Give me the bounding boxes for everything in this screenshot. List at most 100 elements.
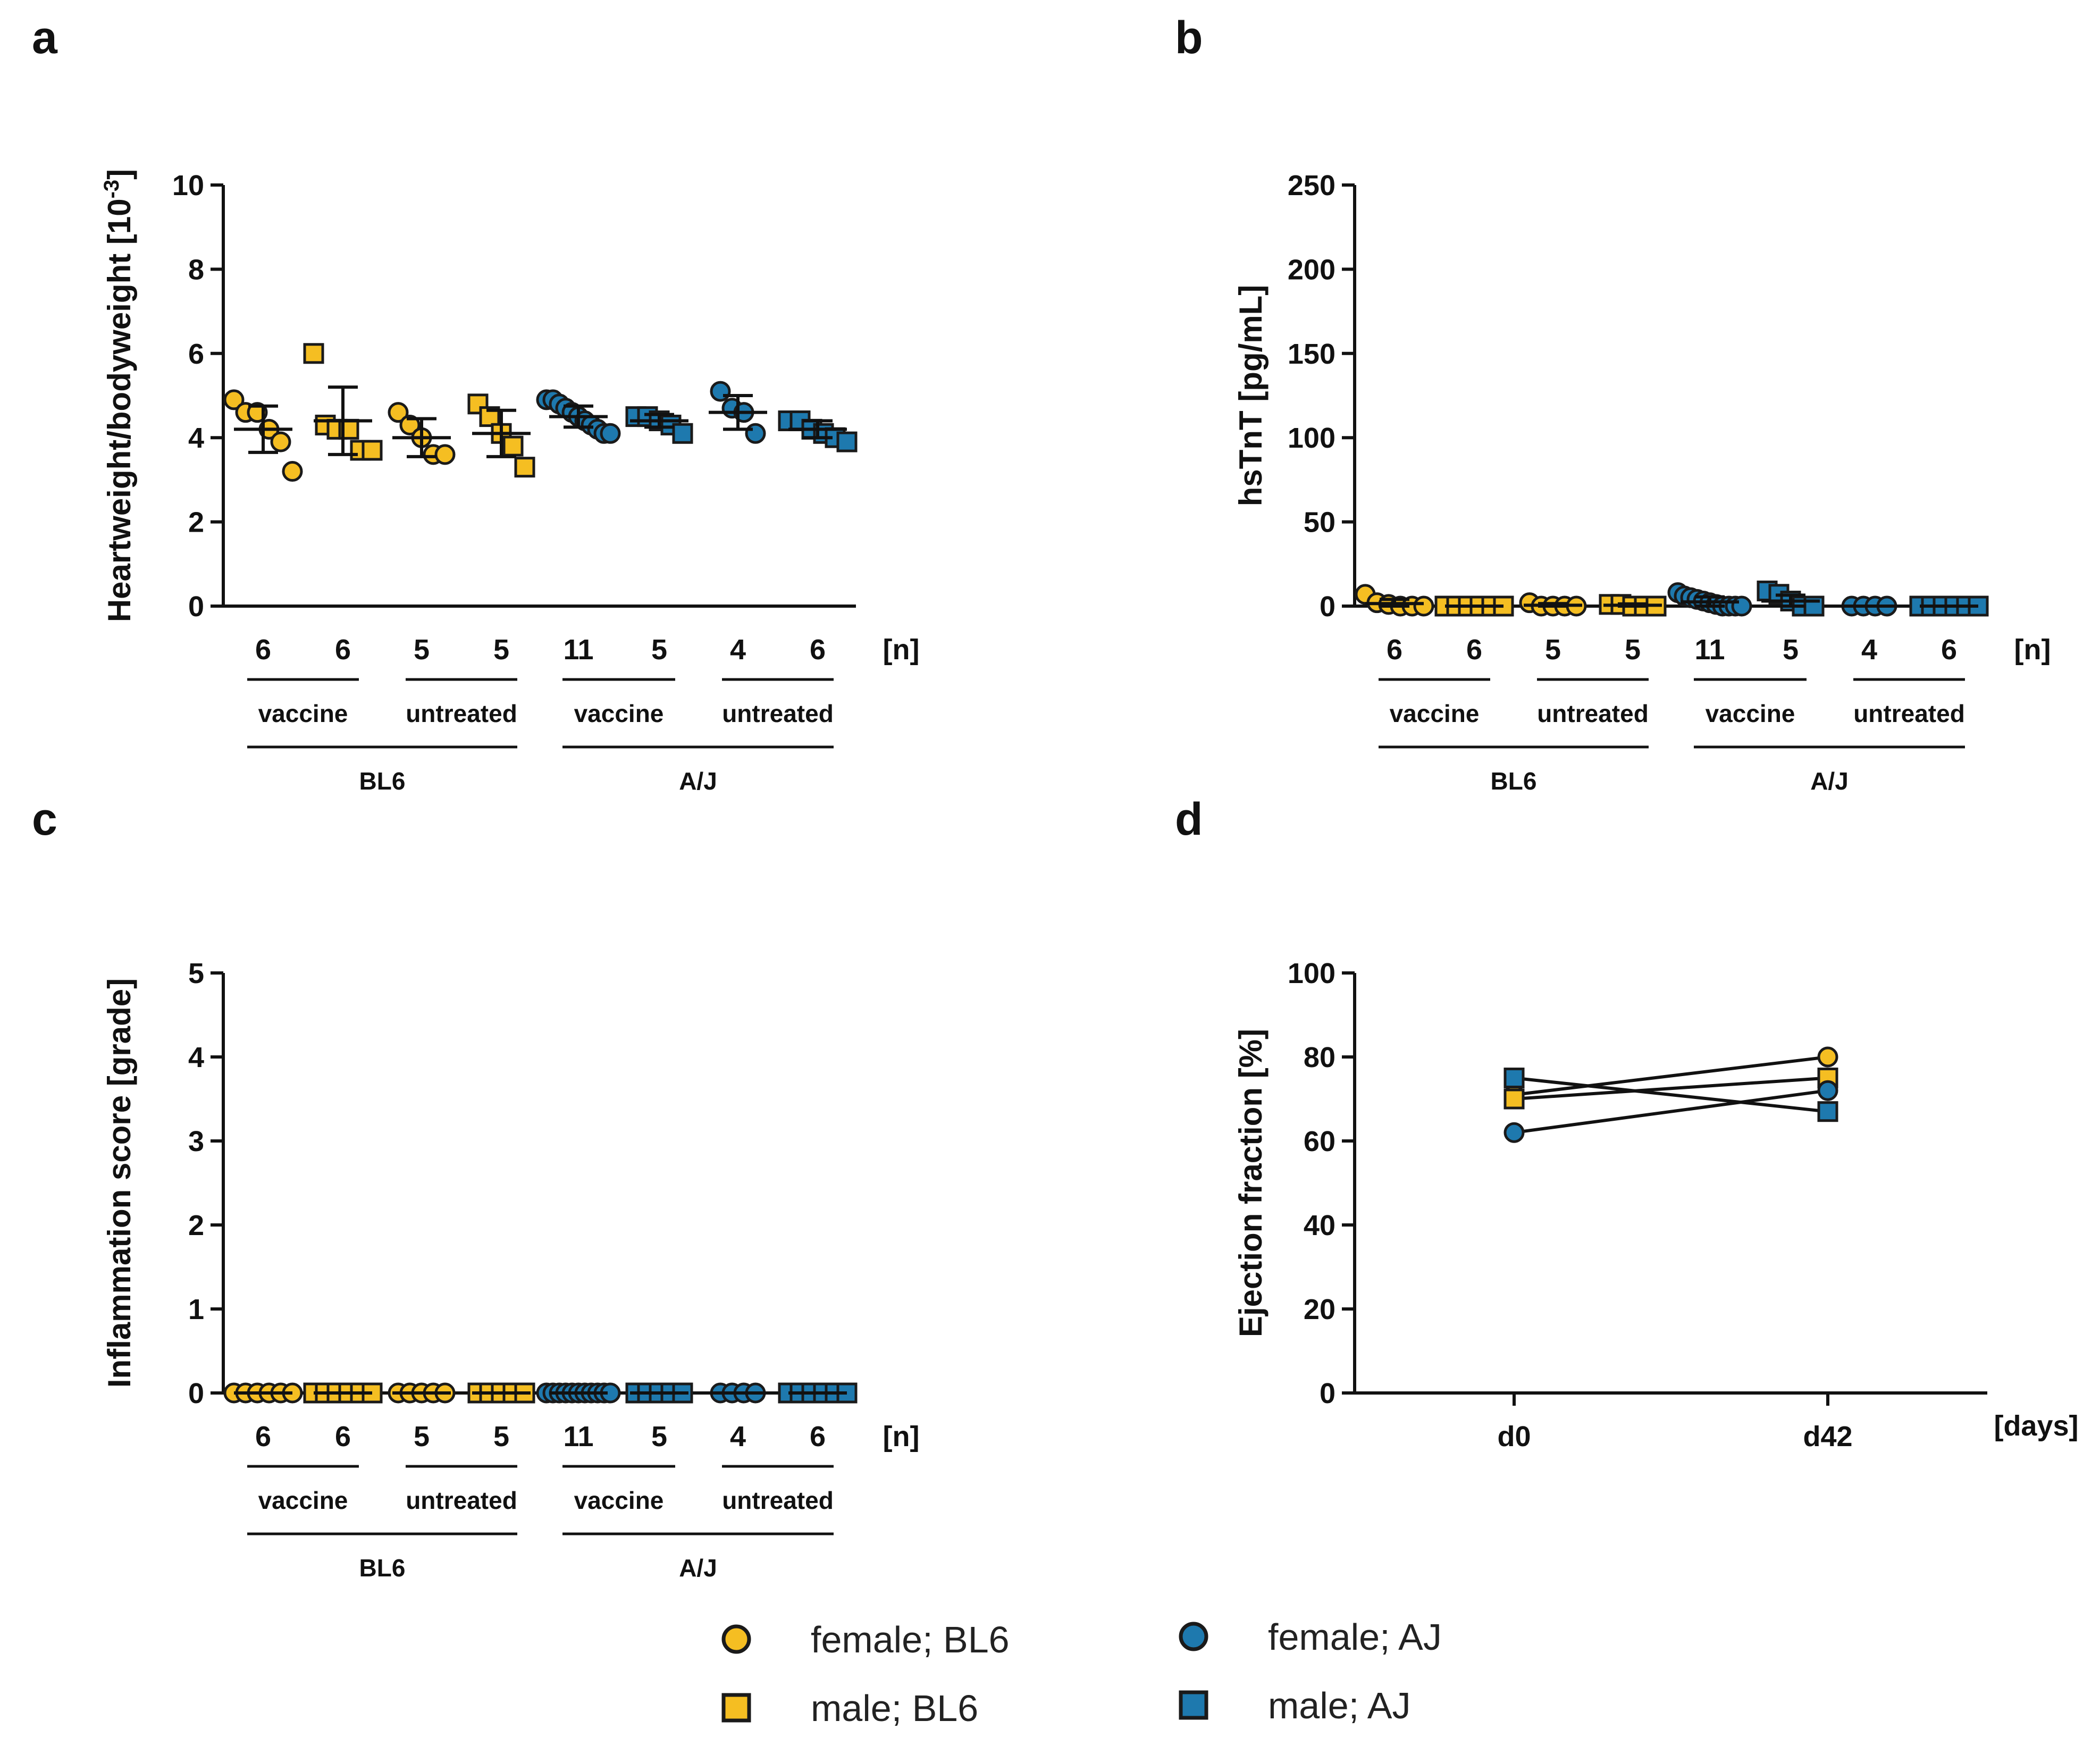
n-label: 6 — [335, 634, 351, 666]
data-point — [600, 423, 621, 444]
y-tick-label: 100 — [1288, 422, 1335, 454]
y-tick-label: 20 — [1304, 1294, 1335, 1325]
treatment-label: untreated — [406, 1487, 517, 1514]
legend-label: male; AJ — [1268, 1685, 1410, 1726]
data-point — [362, 440, 383, 461]
legend-label: male; BL6 — [811, 1688, 978, 1729]
n-label: 6 — [1466, 634, 1482, 666]
data-point — [502, 435, 524, 457]
y-tick-label: 50 — [1304, 507, 1335, 539]
data-point — [514, 457, 535, 478]
data-point — [1817, 1101, 1838, 1122]
n-unit-label: [n] — [883, 634, 920, 666]
n-label: 6 — [810, 634, 826, 666]
n-label: 5 — [1625, 634, 1641, 666]
data-point — [1817, 1046, 1838, 1068]
chart-hstnt: 0 50 100 150 200 250 hsTnT [pg/mL] 6 6 5 5 11 5 4 6 [n]… — [1233, 170, 2051, 795]
data-point — [1503, 1068, 1525, 1088]
n-label: 5 — [1783, 634, 1799, 666]
data-point — [303, 343, 324, 364]
y-tick-label: 200 — [1288, 254, 1335, 286]
strain-label: BL6 — [359, 767, 406, 795]
legend: female; BL6 male; BL6 female; AJ male; AJ — [721, 1616, 1442, 1729]
y-tick-label: 250 — [1288, 170, 1335, 202]
panel-letter-d: d — [1175, 794, 1203, 845]
y-tick-label: 1 — [188, 1294, 204, 1325]
strain-label: A/J — [679, 767, 717, 795]
y-tick-label: 100 — [1288, 958, 1335, 989]
n-label: 11 — [1694, 634, 1725, 666]
data-point — [1503, 1122, 1525, 1143]
n-label: 6 — [255, 1421, 271, 1453]
treatment-label: untreated — [406, 700, 517, 727]
y-tick-label: 0 — [188, 1378, 204, 1409]
data-point — [1731, 595, 1752, 617]
x-axis-unit-label: [days] — [1994, 1410, 2078, 1442]
treatment-label: vaccine — [574, 700, 664, 727]
y-tick-label: 4 — [188, 422, 204, 454]
y-tick-label: 5 — [188, 958, 204, 989]
n-label: 4 — [1861, 634, 1877, 666]
n-label: 6 — [255, 634, 271, 666]
n-label: 5 — [651, 634, 667, 666]
n-label: 11 — [563, 1421, 593, 1453]
panel-letter-c: c — [32, 794, 57, 845]
series-line — [1514, 1076, 1828, 1101]
y-tick-label: 6 — [188, 338, 204, 370]
data-point — [836, 1382, 858, 1404]
strain-label: BL6 — [1491, 767, 1537, 795]
treatment-label: untreated — [1537, 700, 1649, 727]
data-point — [270, 431, 291, 452]
y-tick-label: 0 — [1320, 1378, 1335, 1409]
legend-label: female; AJ — [1268, 1616, 1442, 1658]
y-tick-label: 2 — [188, 1210, 204, 1241]
y-tick-label: 150 — [1288, 338, 1335, 370]
data-point — [710, 381, 731, 402]
data-point — [745, 423, 766, 444]
series-line — [1514, 1076, 1828, 1113]
panel-letter-b: b — [1175, 12, 1203, 63]
data-point — [672, 423, 693, 444]
n-label: 6 — [1387, 634, 1402, 666]
legend-marker-square — [721, 1693, 751, 1723]
data-point — [388, 402, 409, 423]
y-axis-title: Heartweight/bodyweight [10-3] — [100, 169, 137, 622]
treatment-label: untreated — [722, 700, 834, 727]
strain-label: A/J — [1810, 767, 1849, 795]
treatment-label: untreated — [1853, 700, 1965, 727]
y-tick-label: 0 — [188, 591, 204, 623]
data-point — [836, 431, 858, 452]
legend-marker-circle — [721, 1624, 751, 1654]
n-label: 5 — [493, 1421, 509, 1453]
y-axis-title: hsTnT [pg/mL] — [1233, 285, 1269, 507]
y-tick-label: 2 — [188, 507, 204, 539]
n-label: 5 — [1545, 634, 1561, 666]
y-tick-label: 3 — [188, 1126, 204, 1157]
n-label: 5 — [493, 634, 509, 666]
n-label: 4 — [730, 634, 746, 666]
data-point — [1817, 1080, 1838, 1101]
legend-label: female; BL6 — [811, 1619, 1010, 1660]
n-unit-label: [n] — [883, 1421, 920, 1453]
chart-ejection-fraction: 0 20 40 60 80 100 d0 d42 [days] Ejection fraction… — [1233, 958, 2079, 1453]
series-line — [1514, 1055, 1828, 1097]
n-label: 6 — [810, 1421, 826, 1453]
y-tick-label: 40 — [1304, 1210, 1335, 1241]
y-tick-label: 10 — [172, 170, 204, 202]
y-axis-title: Inflammation score [grade] — [102, 978, 137, 1388]
y-axis-title: Ejection fraction [%] — [1233, 1029, 1269, 1337]
treatment-label: untreated — [722, 1487, 834, 1514]
treatment-label: vaccine — [574, 1487, 664, 1514]
y-tick-label: 0 — [1320, 591, 1335, 623]
treatment-label: vaccine — [258, 700, 348, 727]
data-point — [1503, 1088, 1525, 1110]
data-point — [223, 389, 245, 410]
x-tick-label: d42 — [1803, 1421, 1852, 1453]
panel-letter-a: a — [32, 12, 58, 63]
y-tick-label: 8 — [188, 254, 204, 286]
n-label: 11 — [563, 634, 593, 666]
strain-label: A/J — [679, 1554, 717, 1582]
data-point — [399, 414, 421, 435]
legend-marker-circle — [1179, 1622, 1208, 1651]
